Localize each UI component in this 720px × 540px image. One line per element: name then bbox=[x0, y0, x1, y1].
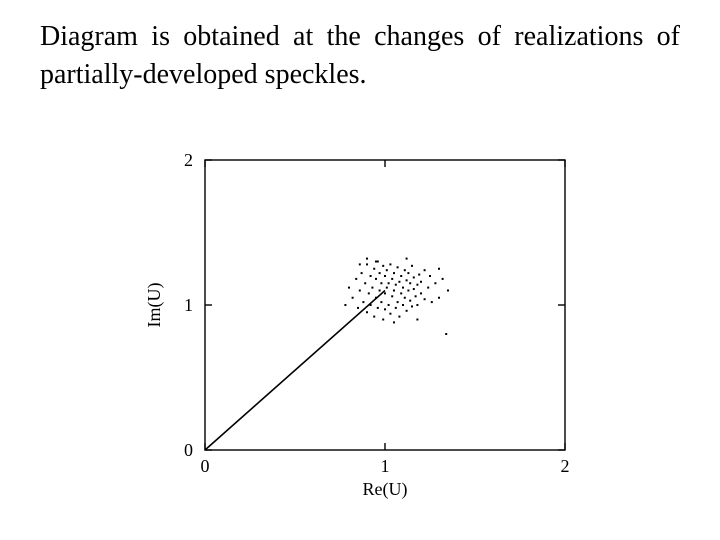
svg-text:1: 1 bbox=[184, 295, 193, 315]
svg-text:Im(U): Im(U) bbox=[144, 283, 165, 328]
svg-text:2: 2 bbox=[184, 150, 193, 170]
svg-text:1: 1 bbox=[381, 456, 390, 476]
svg-text:2: 2 bbox=[561, 456, 570, 476]
svg-text:Re(U): Re(U) bbox=[363, 479, 408, 500]
scatter-chart: 0 1 2 0 1 2 Re(U) Im(U) bbox=[135, 140, 615, 510]
svg-text:0: 0 bbox=[201, 456, 210, 476]
caption-text: Diagram is obtained at the changes of re… bbox=[40, 18, 680, 94]
svg-text:0: 0 bbox=[184, 440, 193, 460]
chart-svg: 0 1 2 0 1 2 Re(U) Im(U) bbox=[135, 140, 615, 510]
page: Diagram is obtained at the changes of re… bbox=[0, 0, 720, 540]
